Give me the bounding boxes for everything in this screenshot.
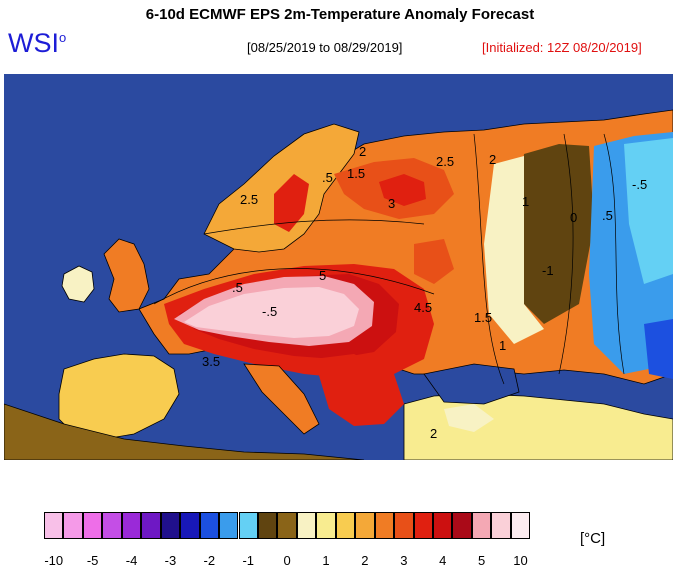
- ireland-land: [61, 265, 95, 303]
- anomaly-zone-neutral: [484, 156, 544, 344]
- colorbar-tick-label: -2: [203, 553, 216, 568]
- anomaly-zone-deep-cold: [644, 319, 673, 379]
- colorbar-swatch: [63, 512, 83, 539]
- colorbar-tick-label: -5: [86, 553, 99, 568]
- colorbar-swatch: [296, 512, 317, 539]
- colorbar-swatch: [180, 512, 200, 539]
- colorbar-swatch: [355, 512, 375, 539]
- britain-land: [103, 238, 150, 313]
- colorbar-tick-label: 10: [513, 553, 528, 568]
- colorbar-swatch: [160, 512, 181, 539]
- contour-label: 2: [430, 426, 437, 441]
- contour-line-c: [558, 133, 574, 375]
- colorbar-tick-label: 0: [283, 553, 291, 568]
- contour-label: -1: [542, 263, 554, 278]
- map-title: 6-10d ECMWF EPS 2m-Temperature Anomaly F…: [145, 6, 535, 23]
- colorbar-unit: [°C]: [580, 530, 606, 547]
- anomaly-zone-10: [184, 287, 359, 338]
- colorbar-swatch: [121, 512, 142, 539]
- colorbar-swatch: [219, 512, 239, 539]
- colorbar-swatch: [452, 512, 472, 539]
- contour-label: 4.5: [414, 300, 432, 315]
- colorbar-tick-label: -4: [125, 553, 138, 568]
- colorbar-swatch: [316, 512, 336, 539]
- contour-line-e: [203, 219, 425, 235]
- colorbar-swatch: [141, 512, 161, 539]
- contour-label: .5: [322, 170, 333, 185]
- colorbar-swatch: [510, 512, 531, 539]
- contour-label: 2: [359, 144, 366, 159]
- colorbar-swatch: [44, 512, 64, 539]
- colorbar-swatch: [238, 512, 258, 539]
- contour-label: -.5: [632, 177, 647, 192]
- contour-label: .5: [232, 280, 243, 295]
- colorbar-swatch: [374, 512, 395, 539]
- logo-text: WSI: [8, 28, 59, 58]
- anomaly-zone-italy: [243, 363, 320, 435]
- colorbar-swatch: [413, 512, 433, 539]
- contour-label: 2.5: [240, 192, 258, 207]
- colorbar-swatch: [433, 512, 453, 539]
- anomaly-zone-cool-east: [519, 144, 594, 324]
- colorbar-swatch: [335, 512, 356, 539]
- colorbar-swatch: [471, 512, 492, 539]
- colorbar-tick-label: 4: [439, 553, 447, 568]
- colorbar-tick-label: 2: [361, 553, 369, 568]
- colorbar-tick-label: -10: [44, 553, 64, 568]
- colorbar-tick-label: 5: [478, 553, 486, 568]
- colorbar-swatch: [491, 512, 511, 539]
- contour-label: 1.5: [474, 310, 492, 325]
- anomaly-zone-black-sea: [423, 363, 520, 405]
- contour-label: 1: [522, 194, 529, 209]
- contour-label: 5: [319, 268, 326, 283]
- contour-label: 3.5: [202, 354, 220, 369]
- anomaly-map: 2.5 2 .5 1.5 2.5 2 3 1 0 .5 -.5 -1 -.5 .…: [4, 74, 673, 460]
- north-africa-land: [4, 403, 365, 460]
- logo-mark: o: [59, 30, 67, 45]
- anomaly-zone-sweden: [274, 174, 309, 232]
- anomaly-zone-turkey-cool: [444, 404, 494, 432]
- colorbar-tick-label: -3: [164, 553, 177, 568]
- colorbar-tick-label: -1: [242, 553, 254, 568]
- contour-label: 2: [489, 152, 496, 167]
- colorbar-swatch: [82, 512, 103, 539]
- colorbar-swatch: [394, 512, 414, 539]
- colorbar-swatch: [257, 512, 278, 539]
- initialization-time: [Initialized: 12Z 08/20/2019]: [482, 40, 642, 55]
- contour-label: 1.5: [347, 166, 365, 181]
- colorbar-tick-label: 1: [322, 553, 330, 568]
- contour-label: .5: [602, 208, 613, 223]
- contour-label: -.5: [262, 304, 277, 319]
- colorbar-swatch: [199, 512, 220, 539]
- contour-line-b: [473, 133, 505, 385]
- anomaly-zone-hot-east: [379, 174, 426, 206]
- contour-line-a: [153, 268, 435, 305]
- colorbar-swatch: [277, 512, 297, 539]
- contour-label: 2.5: [436, 154, 454, 169]
- anomaly-zone-balkans: [314, 354, 404, 426]
- contour-label: 3: [388, 196, 395, 211]
- map-canvas: 2.5 2 .5 1.5 2.5 2 3 1 0 .5 -.5 -1 -.5 .…: [4, 74, 673, 460]
- contour-label: 0: [570, 210, 577, 225]
- wsi-logo: WSIo: [8, 28, 66, 59]
- anomaly-zone-baltic-hot: [414, 239, 454, 284]
- forecast-date-range: [08/25/2019 to 08/29/2019]: [247, 40, 403, 55]
- contour-label: 1: [499, 338, 506, 353]
- colorbar-tick-label: 3: [400, 553, 408, 568]
- anomaly-zone-ice-east: [624, 138, 673, 284]
- contour-line-d: [603, 133, 625, 375]
- colorbar-swatch: [102, 512, 122, 539]
